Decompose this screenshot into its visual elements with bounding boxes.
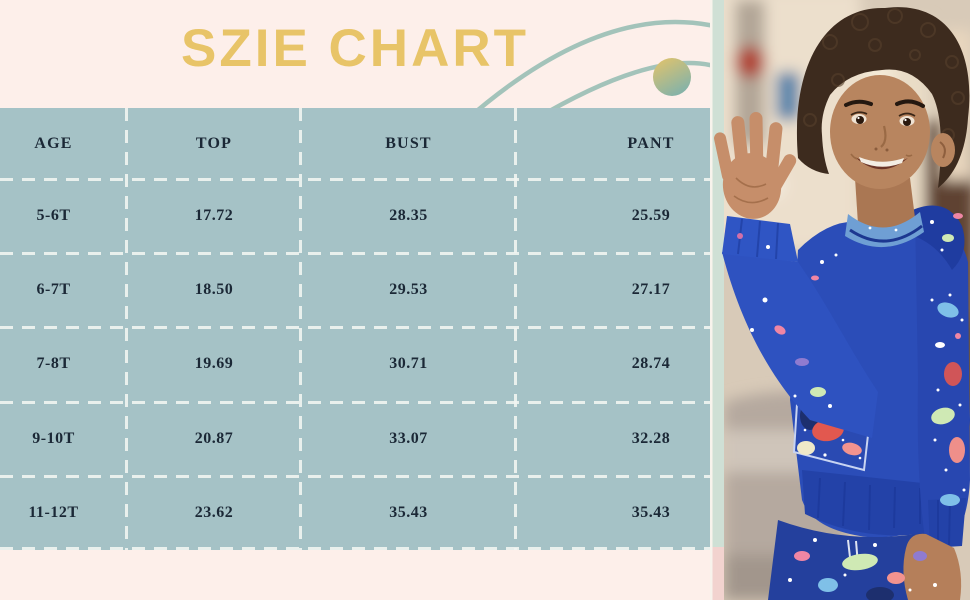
left-sleeve (722, 216, 878, 438)
boy (714, 7, 970, 600)
boy-hair (796, 7, 970, 188)
cell-top: 18.50 (194, 281, 234, 299)
product-photo (710, 0, 970, 600)
cell-age: 7-8T (36, 355, 71, 373)
cell-bust: 29.53 (389, 281, 428, 299)
cell-age: 5-6T (36, 207, 71, 225)
hanging-hand (903, 533, 962, 600)
cell-bust: 35.43 (389, 503, 428, 521)
column-header-bust: BUST (385, 134, 432, 152)
cell-pant: 25.59 (631, 207, 671, 225)
hoodie-hem (802, 470, 950, 536)
cell-pant: 35.43 (631, 503, 671, 521)
waving-hand (714, 111, 797, 219)
column-header-top: TOP (195, 134, 233, 152)
cell-top: 19.69 (194, 355, 234, 373)
right-sleeve (915, 214, 970, 548)
boy-face (830, 75, 930, 189)
cell-bust: 33.07 (389, 429, 428, 447)
neck (855, 178, 916, 233)
mint-wall-strip (712, 0, 724, 547)
column-header-pant: PANT (627, 134, 675, 152)
cell-pant: 28.74 (631, 355, 671, 373)
ear (931, 133, 955, 167)
page-title: SZIE CHART (181, 19, 529, 78)
cell-bust: 28.35 (389, 207, 428, 225)
cell-pant: 32.28 (631, 429, 671, 447)
cell-age: 6-7T (36, 281, 71, 299)
paint-splatters (788, 253, 966, 600)
hood (908, 205, 965, 270)
decor-arcs (462, 19, 710, 124)
cell-pant: 27.17 (631, 281, 671, 299)
cell-top: 23.62 (194, 503, 234, 521)
decor-arc-inner (532, 60, 710, 122)
cell-top: 20.87 (194, 429, 234, 447)
cell-age: 11-12T (28, 503, 79, 521)
left-panel: SZIE CHART AGE TOP BUST PANT 5-6T 17.72 … (0, 0, 710, 600)
size-chart-table: AGE TOP BUST PANT 5-6T 17.72 28.35 25.59… (0, 108, 710, 550)
decor-arc-outer (462, 19, 710, 124)
column-header-age: AGE (34, 134, 73, 152)
cell-top: 17.72 (194, 207, 234, 225)
cell-bust: 30.71 (389, 355, 428, 373)
cell-age: 9-10T (32, 429, 75, 447)
decor-gradient-dot (653, 58, 691, 96)
